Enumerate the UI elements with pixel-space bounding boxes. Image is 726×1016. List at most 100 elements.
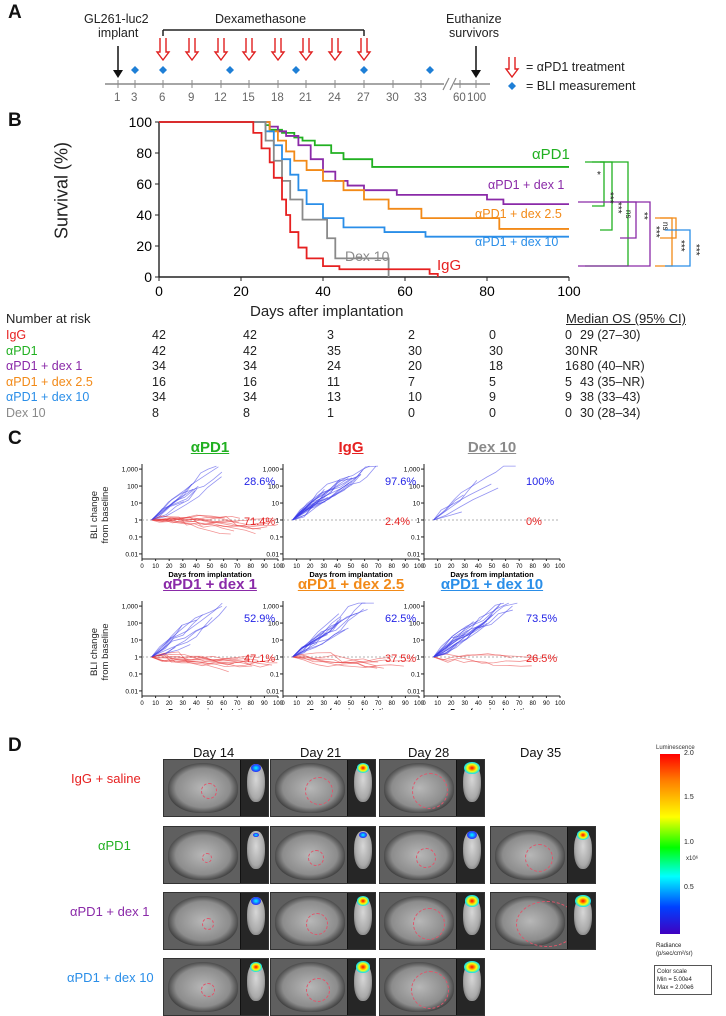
scale-max: Max = 2.00e6 bbox=[657, 985, 694, 991]
row-label-igg: IgG + saline bbox=[71, 771, 141, 786]
sig-label: *** bbox=[612, 202, 623, 214]
risk-row: αPD1 + dex 2.5 16 16 11 7 5 5 43 (35–NR) bbox=[0, 375, 726, 391]
risk-count: 42 bbox=[243, 343, 257, 358]
bli-trace bbox=[292, 629, 346, 658]
risk-table-header: Number at risk bbox=[6, 311, 91, 326]
bli-x-tick-label: 60 bbox=[220, 701, 227, 707]
bioluminescence-signal bbox=[464, 960, 480, 974]
mouse-bli bbox=[456, 827, 484, 883]
risk-count: 16 bbox=[243, 374, 257, 389]
radiance-label: Radiance bbox=[656, 943, 682, 949]
bli-x-tick-label: 80 bbox=[247, 701, 254, 707]
bli-x-tick-label: 90 bbox=[261, 564, 268, 570]
bli-y-label-line: BLI change bbox=[89, 490, 100, 540]
risk-count: 5 bbox=[489, 374, 496, 389]
scan-tile bbox=[490, 892, 596, 950]
timeline-tick: 15 bbox=[242, 92, 255, 104]
y-tick-label: 60 bbox=[136, 176, 152, 192]
pct-progression: 73.5% bbox=[526, 613, 558, 625]
scan-tile bbox=[270, 892, 376, 950]
survival-curve bbox=[159, 121, 569, 238]
bli-x-label: Days from implantation bbox=[450, 570, 534, 579]
bli-x-tick-label: 60 bbox=[361, 701, 368, 707]
bli-trace bbox=[292, 477, 353, 521]
bli-x-tick-label: 10 bbox=[152, 701, 159, 707]
bli-trace bbox=[151, 614, 203, 658]
timeline-tick: 6 bbox=[159, 92, 166, 104]
bli-x-tick-label: 20 bbox=[448, 701, 455, 707]
bioluminescence-signal bbox=[577, 830, 589, 840]
bli-trace bbox=[151, 656, 273, 666]
bioluminescence-signal bbox=[357, 763, 369, 773]
scan-tile bbox=[379, 826, 485, 884]
bli-x-tick-label: 40 bbox=[193, 564, 200, 570]
mouse-bli bbox=[456, 959, 484, 1015]
bli-x-tick-label: 10 bbox=[293, 564, 300, 570]
bli-x-tick-label: 50 bbox=[348, 701, 355, 707]
sig-label: * bbox=[597, 170, 601, 181]
risk-count: 0 bbox=[489, 328, 496, 342]
mouse-body bbox=[463, 897, 481, 935]
curve-label-dex10: αPD1 + dex 10 bbox=[475, 235, 559, 249]
bli-y-tick-label: 1,000 bbox=[122, 467, 139, 474]
bli-plot-title: αPD1 bbox=[190, 439, 230, 456]
bli-trace bbox=[292, 619, 342, 658]
bli-trace bbox=[433, 483, 492, 521]
bli-trace bbox=[292, 627, 349, 658]
bli-x-tick-label: 30 bbox=[179, 701, 186, 707]
risk-count: 30 bbox=[408, 343, 422, 358]
bli-x-tick-label: 100 bbox=[555, 564, 566, 570]
bli-x-tick-label: 100 bbox=[273, 564, 284, 570]
tumor-outline bbox=[411, 971, 449, 1009]
scale-tick: 1.5 bbox=[684, 794, 694, 801]
bli-y-tick-label: 1,000 bbox=[404, 467, 421, 474]
bli-y-label-line: from baseline bbox=[100, 486, 111, 544]
scan-tile bbox=[163, 759, 269, 817]
bli-x-tick-label: 50 bbox=[207, 564, 214, 570]
x-tick-label: 40 bbox=[315, 283, 331, 299]
bioluminescence-signal bbox=[251, 897, 261, 905]
bli-trace bbox=[433, 629, 468, 658]
bli-x-tick-label: 30 bbox=[179, 564, 186, 570]
bli-x-tick-label: 20 bbox=[307, 564, 314, 570]
bli-trace bbox=[433, 621, 478, 658]
mouse-bli bbox=[347, 760, 375, 816]
bli-x-tick-label: 10 bbox=[434, 701, 441, 707]
risk-row-name: IgG bbox=[6, 328, 27, 342]
row-label-apd1: αPD1 bbox=[98, 838, 131, 853]
bli-x-tick-label: 10 bbox=[434, 564, 441, 570]
implant-label: GL261-luc2 bbox=[84, 12, 149, 26]
bli-trace bbox=[151, 636, 172, 658]
risk-row-name: Dex 10 bbox=[6, 405, 46, 420]
panel-c-letter: C bbox=[8, 428, 22, 449]
bli-trace bbox=[433, 656, 542, 664]
bli-y-tick-label: 1,000 bbox=[404, 604, 421, 611]
bli-x-tick-label: 80 bbox=[529, 701, 536, 707]
risk-count: 7 bbox=[408, 374, 415, 389]
bli-y-tick-label: 1 bbox=[275, 517, 279, 524]
bli-trace bbox=[433, 511, 462, 521]
bioluminescence-signal bbox=[356, 961, 370, 973]
bli-trace bbox=[292, 602, 374, 658]
risk-count: 42 bbox=[152, 328, 166, 342]
timeline-tick: 9 bbox=[188, 92, 195, 104]
bli-trace bbox=[151, 518, 279, 524]
bioluminescence-signal bbox=[251, 764, 261, 772]
bli-x-tick-label: 40 bbox=[334, 564, 341, 570]
survival-curve bbox=[159, 121, 390, 277]
bli-trace bbox=[292, 501, 326, 521]
risk-count: 10 bbox=[408, 390, 422, 404]
risk-row-name: αPD1 + dex 10 bbox=[6, 390, 90, 404]
bli-y-tick-label: 0.1 bbox=[270, 671, 279, 678]
bli-y-tick-label: 0.1 bbox=[129, 534, 138, 541]
risk-count: 5 bbox=[565, 374, 572, 389]
bli-x-tick-label: 30 bbox=[320, 701, 327, 707]
survival-curve bbox=[159, 121, 569, 168]
mouse-body bbox=[574, 831, 592, 869]
scale-title: Luminescence bbox=[656, 745, 695, 751]
risk-row: IgG 42 42 3 2 0 0 29 (27–30) bbox=[0, 328, 726, 344]
bli-y-tick-label: 100 bbox=[127, 484, 138, 491]
median-os: NR bbox=[580, 343, 599, 358]
